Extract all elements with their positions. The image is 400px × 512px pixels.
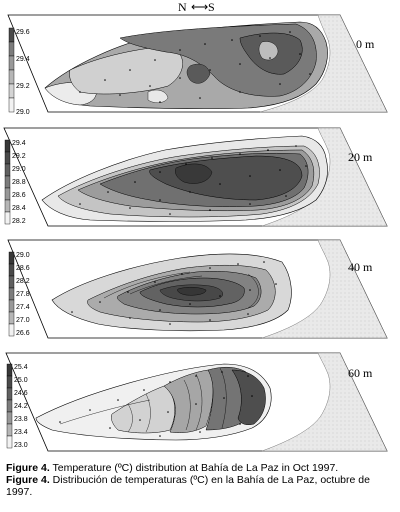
colorbar-tick: 28.6 (12, 192, 26, 199)
colorbar-tick: 28.6 (16, 265, 30, 272)
caption-english: Figure 4. Temperature (ºC) distribution … (6, 462, 394, 474)
orientation-arrow-icon: ⟷ (191, 0, 208, 14)
colorbar-tick: 24.2 (14, 403, 28, 410)
colorbar-tick: 29.0 (12, 166, 26, 173)
colorbar-tick: 28.8 (12, 179, 26, 186)
colorbar-40m (8, 251, 15, 337)
south-label: S (208, 0, 215, 14)
station-markers (59, 371, 253, 437)
colorbar-60m (6, 363, 13, 449)
colorbar-tick: 29.0 (16, 252, 30, 259)
colorbar-tick: 27.8 (16, 291, 30, 298)
colorbar-tick: 25.4 (14, 364, 28, 371)
north-label: N (178, 0, 187, 14)
colorbar-tick: 23.4 (14, 429, 28, 436)
colorbar-tick: 24.6 (14, 390, 28, 397)
orientation-indicator: N ⟷ S (178, 0, 215, 14)
land-area (259, 14, 388, 113)
station-markers (79, 31, 311, 103)
land-area (261, 239, 388, 339)
caption-text: Distribución de temperaturas (ºC) en la … (6, 474, 370, 498)
colorbar-0m (8, 27, 15, 113)
caption-spanish: Figure 4. Distribución de temperaturas (… (6, 474, 394, 498)
depth-label: 20 m (348, 150, 373, 164)
colorbar-tick: 28.4 (12, 205, 26, 212)
colorbar-tick: 29.4 (16, 56, 30, 63)
colorbar-tick: 28.2 (12, 218, 26, 225)
colorbar-tick: 25.0 (14, 377, 28, 384)
colorbar-tick: 29.6 (16, 29, 30, 36)
colorbar-tick: 27.0 (16, 317, 30, 324)
panel-60m: 25.4 25.0 24.6 24.2 23.8 23.4 23.0 60 m (5, 352, 388, 452)
colorbar-tick: 27.4 (16, 304, 30, 311)
colorbar-tick: 29.2 (16, 83, 30, 90)
colorbar-20m (4, 139, 11, 225)
station-markers (71, 261, 277, 325)
colorbar-tick: 28.2 (16, 278, 30, 285)
land-area (261, 352, 388, 452)
colorbar-tick: 23.0 (14, 442, 28, 449)
depth-label: 0 m (356, 37, 375, 51)
colorbar-tick: 26.6 (16, 330, 30, 337)
colorbar-tick: 29.0 (16, 109, 30, 116)
caption-text: Temperature (ºC) distribution at Bahía d… (49, 462, 339, 474)
panel-40m: 29.0 28.6 28.2 27.8 27.4 27.0 26.6 40 m (7, 239, 388, 339)
panel-0m: 29.6 29.4 29.2 29.0 0 m (7, 14, 388, 116)
colorbar-tick: 29.4 (12, 140, 26, 147)
colorbar-tick: 29.2 (12, 153, 26, 160)
caption-label: Figure 4. (6, 474, 50, 486)
depth-label: 60 m (348, 366, 373, 380)
figure-caption: Figure 4. Temperature (ºC) distribution … (6, 462, 394, 498)
caption-label: Figure 4. (6, 462, 50, 474)
depth-label: 40 m (348, 260, 373, 274)
colorbar-tick: 23.8 (14, 416, 28, 423)
panel-20m: 29.4 29.2 29.0 28.8 28.6 28.4 28.2 20 m (3, 127, 388, 227)
station-markers (79, 145, 307, 215)
land-area (261, 127, 388, 227)
